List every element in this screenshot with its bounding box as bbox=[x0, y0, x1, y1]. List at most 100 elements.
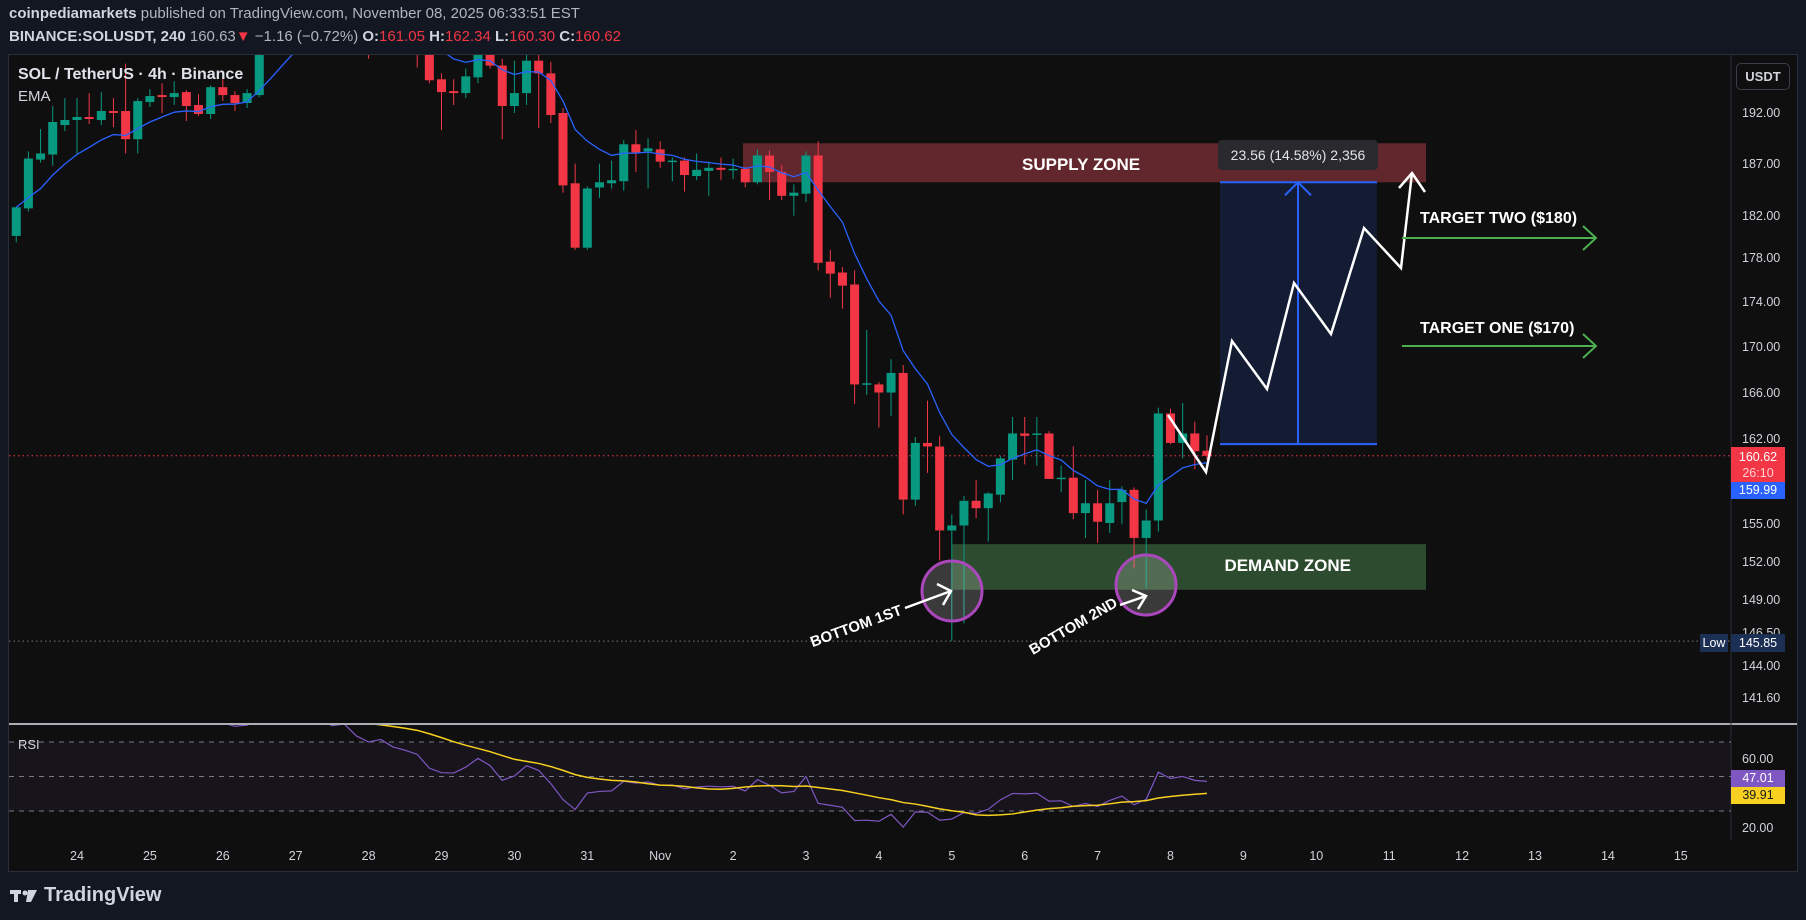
candle-body bbox=[96, 111, 106, 121]
candle-body bbox=[862, 383, 872, 385]
candle-body bbox=[1032, 433, 1042, 435]
candle-body bbox=[983, 493, 993, 509]
candle-body bbox=[728, 168, 738, 171]
candle-body bbox=[145, 96, 155, 103]
candle-body bbox=[825, 261, 835, 274]
time-tick-label: 30 bbox=[507, 849, 522, 863]
time-tick-label: 7 bbox=[1094, 849, 1102, 863]
ema-value-label: 159.99 bbox=[1731, 482, 1785, 499]
candle-body bbox=[582, 188, 592, 248]
candle-body bbox=[72, 117, 82, 121]
candle-body bbox=[522, 60, 532, 94]
bottom-2nd-arrow bbox=[1119, 594, 1147, 607]
time-tick-label: 14 bbox=[1600, 849, 1615, 863]
candle-body bbox=[84, 117, 94, 120]
low-value-label: 145.85 bbox=[1731, 634, 1785, 652]
supply-zone-label[interactable]: SUPPLY ZONE bbox=[1022, 155, 1141, 174]
target-two-label[interactable]: TARGET TWO ($180) bbox=[1420, 210, 1578, 227]
time-tick-label: 10 bbox=[1309, 849, 1324, 863]
candle-body bbox=[801, 155, 811, 194]
candle-body bbox=[206, 87, 216, 115]
target-one-label[interactable]: TARGET ONE ($170) bbox=[1420, 320, 1575, 337]
candle-body bbox=[813, 155, 823, 263]
publisher-name[interactable]: coinpediamarkets bbox=[9, 5, 137, 22]
candle-body bbox=[376, 17, 385, 29]
candle-body bbox=[680, 160, 689, 176]
candle-body bbox=[667, 160, 677, 163]
price-tick-label: 174.00 bbox=[1742, 295, 1781, 310]
candle-body bbox=[594, 182, 604, 188]
publish-info: coinpediamarkets published on TradingVie… bbox=[9, 5, 580, 22]
rsi-value-label: 47.01 bbox=[1731, 770, 1785, 787]
price-tick-label: 178.00 bbox=[1742, 251, 1781, 266]
time-tick-label: 31 bbox=[580, 849, 595, 863]
candle-body bbox=[692, 169, 702, 177]
candle-body bbox=[1166, 413, 1175, 443]
candle-body bbox=[437, 79, 446, 93]
rsi-tick-label: 60.00 bbox=[1742, 752, 1774, 766]
demand-zone-label[interactable]: DEMAND ZONE bbox=[1224, 556, 1351, 575]
candle-body bbox=[874, 384, 884, 393]
demand-zone bbox=[952, 544, 1426, 590]
candle-body bbox=[570, 183, 580, 248]
candle-body bbox=[655, 149, 665, 162]
chart-legend-title[interactable]: SOL / TetherUS · 4h · Binance bbox=[18, 66, 244, 83]
arrow-right-icon bbox=[1582, 333, 1598, 359]
price-tick-label: 192.00 bbox=[1742, 106, 1781, 120]
candle-body bbox=[789, 192, 799, 196]
candle-body bbox=[48, 122, 58, 155]
candle-body bbox=[1117, 489, 1127, 503]
last-price-label: 160.62 26:10 bbox=[1731, 447, 1785, 482]
time-tick-label: 13 bbox=[1528, 849, 1542, 863]
candle-body bbox=[947, 525, 957, 531]
candle-body bbox=[837, 272, 847, 286]
time-tick-label: 4 bbox=[875, 849, 883, 863]
candle-body bbox=[886, 372, 896, 393]
time-tick-label: 12 bbox=[1455, 849, 1470, 863]
currency-button[interactable]: USDT bbox=[1736, 63, 1790, 90]
last-price: 160.63 bbox=[189, 28, 236, 45]
candle-body bbox=[898, 372, 908, 500]
candle-body bbox=[473, 55, 483, 78]
time-tick-label: 9 bbox=[1239, 849, 1247, 863]
time-tick-label: 6 bbox=[1021, 849, 1029, 863]
candle-body bbox=[133, 101, 143, 140]
candle-body bbox=[910, 442, 920, 500]
arrow-up-icon bbox=[1398, 170, 1427, 193]
candle-body bbox=[1093, 503, 1103, 522]
candle-body bbox=[704, 167, 714, 171]
low-tag: Low bbox=[1700, 634, 1728, 652]
candle-body bbox=[546, 73, 556, 116]
candle-body bbox=[1056, 477, 1066, 480]
candle-body bbox=[558, 113, 568, 186]
price-tick-label: 149.00 bbox=[1742, 593, 1781, 608]
close-label: C: bbox=[559, 28, 576, 45]
rsi-pane[interactable] bbox=[9, 706, 1731, 829]
rsi-line bbox=[228, 725, 1207, 829]
candle-body bbox=[352, 0, 361, 17]
tradingview-logo[interactable]: TradingView bbox=[10, 884, 161, 907]
candle-body bbox=[1080, 503, 1090, 514]
candle-body bbox=[23, 158, 33, 209]
time-tick-label: 2 bbox=[729, 849, 737, 863]
rsi-label[interactable]: RSI bbox=[18, 737, 40, 752]
candle-body bbox=[1020, 433, 1030, 436]
projected-path bbox=[1166, 172, 1414, 476]
rsi-ma-line bbox=[375, 725, 1208, 817]
ema-line bbox=[15, 55, 1208, 505]
candle-body bbox=[752, 155, 762, 183]
ema-indicator-label[interactable]: EMA bbox=[18, 88, 51, 105]
candle-body bbox=[534, 60, 544, 74]
candle-body bbox=[194, 105, 203, 115]
candle-body bbox=[765, 155, 775, 172]
time-tick-label: 8 bbox=[1167, 849, 1174, 863]
price-tick-label: 155.00 bbox=[1742, 517, 1781, 532]
candle-body bbox=[449, 91, 459, 94]
price-tick-label: 166.00 bbox=[1742, 385, 1781, 400]
time-tick-label: 28 bbox=[361, 849, 376, 863]
candle-body bbox=[509, 93, 519, 107]
candle-body bbox=[413, 39, 422, 48]
candle-body bbox=[607, 180, 617, 184]
drawings[interactable] bbox=[904, 170, 1598, 623]
